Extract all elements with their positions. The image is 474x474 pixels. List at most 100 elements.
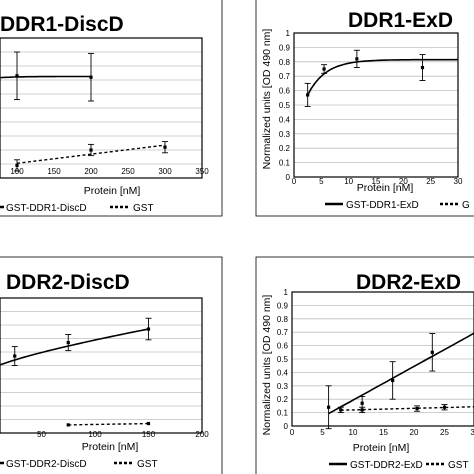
x-tick-label: 100 [88, 430, 102, 439]
x-tick-label: 10 [344, 177, 353, 186]
legend-label-1: GST-DDR2-DiscD [6, 459, 87, 470]
data-point [66, 340, 70, 345]
y-tick-label: 0.5 [279, 101, 291, 110]
x-tick-label: 0 [292, 177, 297, 186]
x-tick-label: 300 [158, 167, 172, 176]
y-axis-label: Normalized units [OD 490 nm] [261, 295, 273, 436]
chart-title: DDR1-ExD [348, 9, 453, 32]
data-point [15, 163, 19, 167]
x-tick-label: 10 [349, 428, 358, 437]
y-tick-label: 1 [284, 288, 289, 297]
y-tick-label: 0.1 [279, 159, 291, 168]
y-tick-label: 0.2 [279, 144, 291, 153]
data-point [306, 93, 310, 97]
data-point [13, 354, 17, 358]
data-point [89, 75, 93, 79]
plot-frame [293, 32, 459, 178]
x-tick-label: 5 [319, 177, 324, 186]
series-1-trendline [328, 332, 474, 415]
legend-label-2: GST [133, 203, 154, 214]
plot-frame [0, 297, 203, 434]
y-axis-label: Normalized units [OD 490 nm] [261, 29, 273, 170]
y-tick-label: 0.8 [279, 58, 291, 67]
y-tick-label: 0.9 [277, 301, 289, 310]
y-tick-label: 0.2 [277, 395, 289, 404]
series-1-trendline [0, 328, 149, 366]
panel-border [0, 256, 223, 474]
y-tick-label: 0.5 [277, 355, 289, 364]
data-point [66, 423, 70, 427]
data-point [89, 148, 93, 152]
x-tick-label: 25 [426, 177, 435, 186]
data-point [415, 406, 419, 411]
panel-border [255, 256, 474, 474]
data-point [339, 408, 343, 412]
x-tick-label: 200 [195, 430, 209, 439]
data-point [355, 57, 359, 61]
x-axis-label: Protein [nM] [82, 441, 139, 453]
y-tick-label: 0.6 [279, 87, 291, 96]
y-tick-label: 0.3 [277, 382, 289, 391]
y-tick-label: 0.4 [277, 368, 289, 377]
data-point [163, 145, 167, 149]
data-point [420, 65, 425, 70]
data-point [327, 405, 331, 409]
chart-title: DDR2-DiscD [6, 271, 130, 294]
data-point [15, 74, 19, 78]
y-tick-label: 0.4 [279, 115, 291, 124]
x-tick-label: 350 [195, 167, 209, 176]
x-tick-label: 150 [47, 167, 61, 176]
series-1-trendline [307, 58, 459, 96]
x-axis-label: Protein [nM] [84, 185, 141, 197]
legend-label-2: GST [137, 459, 158, 470]
series-2-trendline [68, 422, 149, 426]
chart-title: DDR2-ExD [356, 271, 461, 294]
x-tick-label: 20 [410, 428, 419, 437]
panel-ddr2-discd: DDR2-DiscD 50 100 150 200 Protein [nM] GST-… [0, 256, 223, 474]
y-tick-label: 0.9 [279, 43, 291, 52]
panel-ddr2-exd: DDR2-ExD Normalized units [OD 490 nm] 00… [255, 256, 474, 474]
y-tick-label: 0.7 [277, 328, 289, 337]
x-tick-label: 0 [290, 428, 295, 437]
x-tick-label: 30 [454, 177, 463, 186]
legend-label-2: G [462, 200, 470, 211]
x-tick-label: 50 [37, 430, 46, 439]
x-tick-label: 25 [440, 428, 449, 437]
panel-border [0, 0, 223, 217]
data-point [146, 421, 151, 426]
panel-border [255, 0, 474, 217]
data-point [322, 67, 326, 71]
chart-title: DDR1-DiscD [0, 13, 124, 36]
x-axis-label: Protein [nM] [353, 442, 410, 454]
y-tick-label: 0.3 [279, 130, 291, 139]
panel-ddr1-exd: DDR1-ExD Normalized units [OD 490 nm] 00… [255, 0, 474, 217]
data-point [442, 405, 447, 409]
y-tick-label: 1 [286, 29, 291, 38]
x-tick-label: 15 [372, 177, 381, 186]
plot-frame [291, 291, 474, 427]
x-tick-label: 200 [84, 167, 98, 176]
legend-label-1: GST-DDR2-ExD [350, 460, 423, 471]
x-tick-label: 20 [399, 177, 408, 186]
legend-label-1: GST-DDR1-ExD [346, 200, 419, 211]
x-axis-label: Protein [nM] [357, 182, 414, 194]
y-tick-label: 0 [284, 422, 289, 431]
y-tick-label: 0 [286, 173, 291, 182]
data-point [360, 408, 364, 412]
y-tick-label: 0.6 [277, 342, 289, 351]
x-tick-label: 15 [379, 428, 388, 437]
x-tick-label: 250 [121, 167, 135, 176]
x-tick-label: 150 [142, 430, 156, 439]
y-tick-label: 0.8 [277, 315, 289, 324]
x-tick-label: 5 [320, 428, 325, 437]
y-tick-label: 0.1 [277, 409, 289, 418]
data-point [391, 378, 395, 383]
plot-frame [0, 37, 203, 179]
x-tick-label: 30 [471, 428, 474, 437]
y-tick-label: 0.7 [279, 72, 291, 81]
legend-label-1: GST-DDR1-DiscD [6, 203, 87, 214]
data-point [146, 327, 151, 331]
series-2-trendline [16, 144, 166, 164]
data-point [360, 401, 364, 405]
